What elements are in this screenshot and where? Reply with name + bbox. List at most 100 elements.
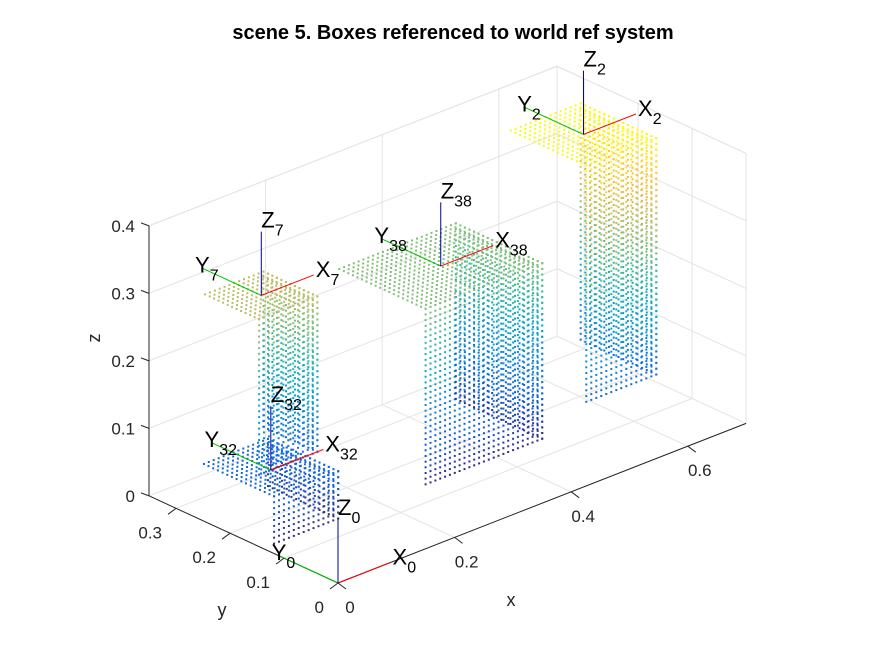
point [557, 151, 559, 154]
point [621, 130, 624, 133]
point [491, 352, 494, 355]
point [468, 336, 471, 339]
point [509, 275, 512, 278]
point [518, 381, 521, 384]
point [468, 454, 471, 457]
point [280, 278, 283, 281]
point [482, 308, 485, 311]
point [439, 415, 442, 418]
point [327, 485, 330, 488]
point [318, 467, 321, 470]
point [593, 270, 596, 273]
point [603, 136, 606, 139]
point [500, 390, 503, 393]
point [280, 393, 283, 396]
point [650, 181, 653, 184]
point [606, 140, 609, 143]
point [635, 202, 638, 205]
point [439, 370, 442, 372]
point [271, 395, 274, 398]
point [280, 365, 283, 368]
point [463, 343, 466, 346]
point [635, 266, 638, 268]
point [605, 323, 608, 326]
point [584, 260, 587, 263]
point [263, 437, 265, 440]
point [572, 137, 575, 140]
point [468, 392, 471, 395]
point [612, 169, 615, 172]
point [487, 334, 490, 337]
point [236, 296, 239, 298]
point [463, 226, 466, 229]
point [503, 265, 506, 268]
point [635, 136, 638, 139]
point [507, 411, 510, 414]
point [268, 493, 271, 496]
point [271, 475, 274, 478]
point [558, 130, 561, 133]
point [255, 296, 258, 299]
point [267, 289, 269, 292]
point [504, 319, 507, 321]
point [518, 319, 521, 322]
point [584, 231, 587, 234]
point [282, 526, 285, 529]
point [592, 133, 595, 136]
point [443, 242, 446, 245]
point [541, 415, 544, 418]
point [306, 379, 309, 382]
point [542, 145, 545, 147]
point [635, 214, 638, 217]
point [482, 420, 485, 423]
point [603, 205, 606, 208]
point [261, 286, 263, 289]
point [271, 332, 274, 335]
point [297, 406, 299, 409]
point [589, 198, 592, 201]
point [473, 413, 476, 416]
point [454, 290, 457, 293]
point [500, 367, 503, 370]
point [625, 148, 628, 151]
point [584, 340, 587, 343]
point [617, 217, 620, 220]
point [635, 173, 638, 176]
point [435, 284, 438, 286]
point [268, 485, 271, 487]
point [273, 513, 276, 515]
point [600, 193, 603, 196]
point [492, 451, 495, 453]
point [449, 232, 452, 235]
point [495, 382, 498, 385]
point [631, 356, 634, 359]
point [595, 152, 598, 155]
point [444, 458, 447, 461]
point [285, 487, 288, 490]
point [282, 308, 285, 311]
point [641, 366, 644, 369]
point [531, 333, 534, 336]
point [608, 253, 610, 256]
point [518, 353, 521, 356]
point [589, 239, 592, 242]
point [620, 295, 623, 297]
point [650, 279, 653, 282]
point [228, 283, 231, 286]
point [439, 375, 442, 378]
point [512, 296, 515, 299]
point [611, 130, 614, 132]
point [593, 293, 596, 296]
point [617, 171, 620, 174]
point [283, 483, 286, 486]
point [566, 147, 569, 150]
point [590, 162, 593, 165]
point [332, 513, 335, 516]
point [285, 470, 288, 473]
point [473, 402, 476, 404]
point [561, 153, 564, 156]
point [272, 444, 275, 447]
point [411, 301, 413, 304]
point [655, 350, 658, 353]
point [600, 164, 603, 167]
